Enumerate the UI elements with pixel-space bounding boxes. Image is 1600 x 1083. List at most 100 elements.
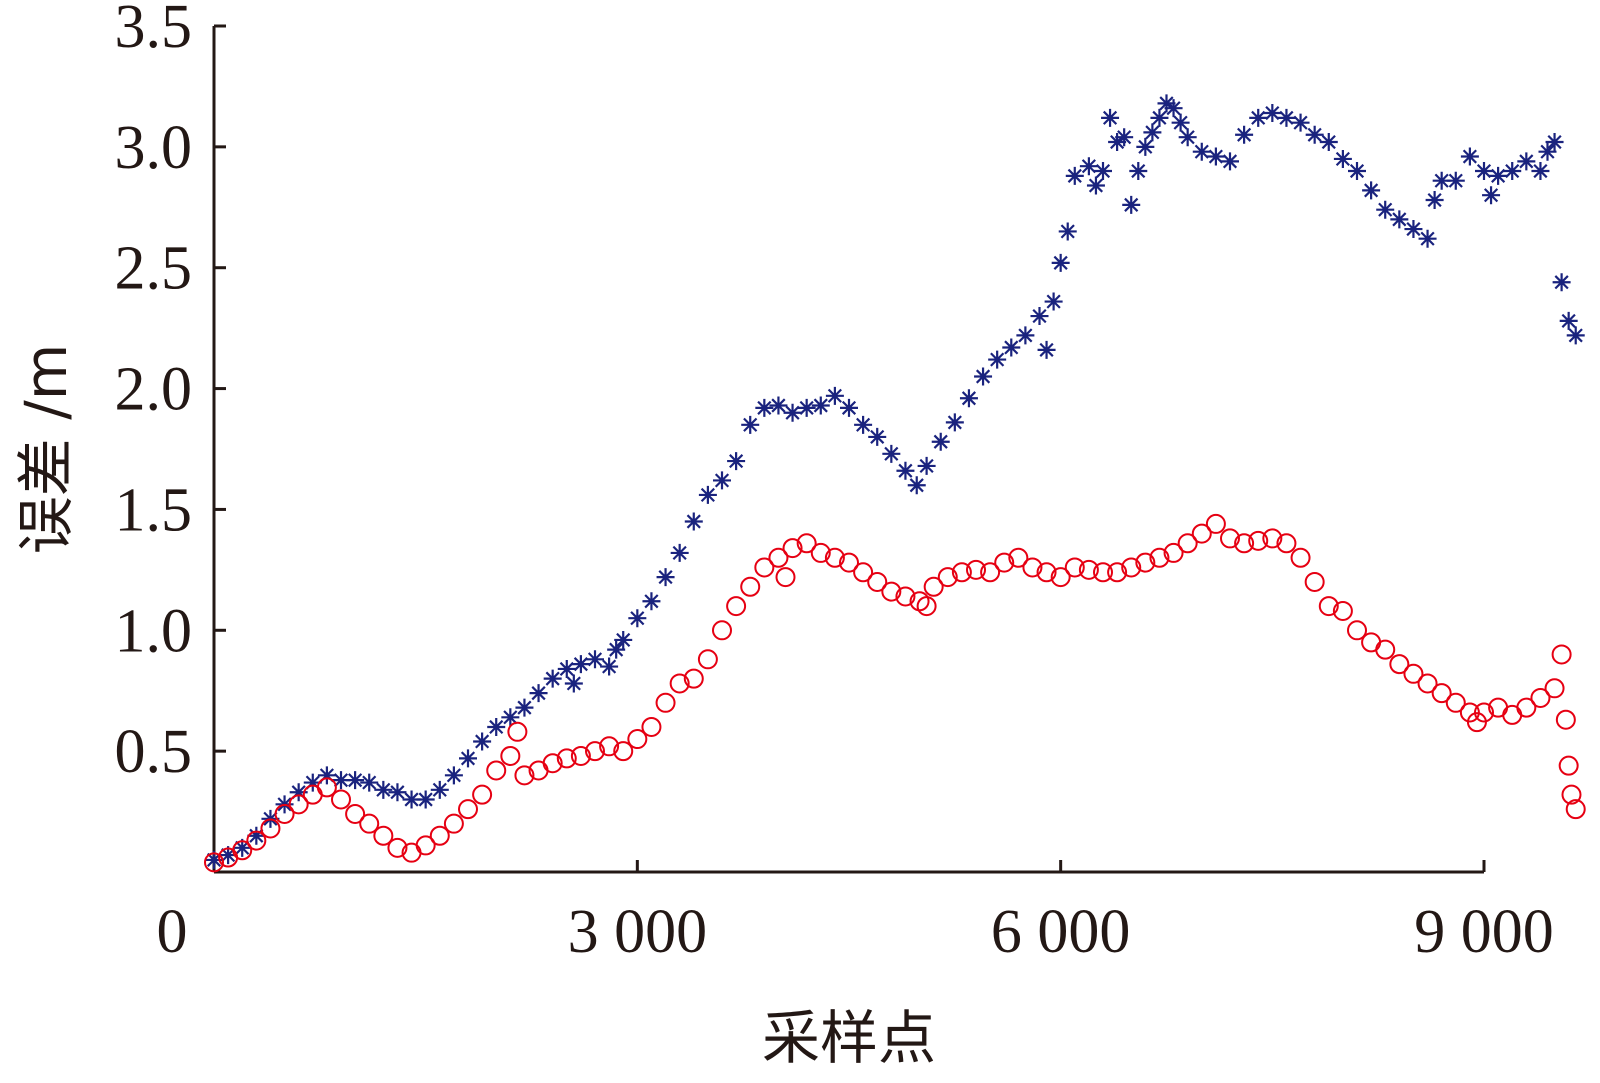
asterisk-point — [1482, 186, 1501, 205]
asterisk-point — [1016, 326, 1035, 345]
circle-point — [1417, 673, 1438, 694]
asterisk-point — [642, 592, 661, 611]
circle-point — [599, 736, 620, 757]
y-tick-label: 2.0 — [115, 356, 193, 424]
circle-point — [373, 825, 394, 846]
asterisk-point — [1157, 94, 1176, 113]
asterisk-point — [1115, 128, 1134, 147]
circle-point — [316, 777, 337, 798]
asterisk-point — [1058, 222, 1077, 241]
asterisk-point — [882, 444, 901, 463]
circle-point — [260, 818, 281, 839]
circle-point — [1389, 654, 1410, 675]
circle-point — [1078, 559, 1099, 580]
asterisk-point — [840, 398, 858, 417]
asterisk-point — [1079, 157, 1098, 176]
asterisk-point — [459, 749, 477, 768]
series-circle — [204, 513, 1586, 873]
asterisk-point — [1333, 149, 1352, 168]
asterisk-point — [907, 476, 926, 495]
circle-point — [387, 837, 408, 858]
asterisk-point — [402, 790, 421, 809]
axes — [212, 26, 1484, 874]
asterisk-point — [741, 415, 760, 434]
circle-point — [1262, 528, 1283, 549]
asterisk-point — [917, 456, 936, 475]
circle-point — [1022, 557, 1043, 578]
circle-point — [1036, 562, 1057, 583]
x-tick-label: 0 — [157, 898, 188, 966]
x-tick-label: 6 000 — [991, 898, 1131, 966]
x-axis-title: 采样点 — [762, 1004, 936, 1072]
circle-point — [1332, 600, 1353, 621]
asterisk-point — [571, 655, 590, 674]
circle-point — [1403, 663, 1424, 684]
asterisk-point — [1538, 142, 1557, 161]
asterisk-point — [346, 771, 365, 790]
asterisk-point — [564, 674, 583, 693]
asterisk-point — [374, 780, 393, 799]
asterisk-point — [1475, 162, 1493, 181]
circle-point — [1276, 533, 1297, 554]
asterisk-point — [416, 790, 435, 809]
asterisk-point — [388, 783, 407, 802]
circle-point — [980, 562, 1001, 583]
circle-point — [655, 692, 676, 713]
asterisk-point — [1249, 108, 1268, 127]
circle-point — [345, 803, 366, 824]
circle-point — [1121, 557, 1142, 578]
circle-point — [937, 567, 958, 588]
circle-point — [824, 547, 845, 568]
asterisk-point — [317, 766, 336, 785]
asterisk-point — [303, 773, 322, 792]
circle-point — [1544, 678, 1565, 699]
circle-point — [246, 830, 267, 851]
circle-point — [726, 596, 747, 617]
circle-point — [881, 581, 902, 602]
circle-point — [288, 794, 309, 815]
asterisk-point — [557, 659, 576, 678]
asterisk-point — [1362, 181, 1381, 200]
asterisk-point — [1206, 147, 1225, 166]
asterisk-point — [945, 413, 964, 432]
circle-point — [1008, 547, 1029, 568]
y-axis-title: 误差 /m — [12, 344, 80, 554]
circle-point — [1474, 702, 1494, 723]
asterisk-point — [444, 766, 463, 785]
asterisk-point — [896, 461, 915, 480]
asterisk-point — [931, 432, 950, 451]
circle-point — [274, 803, 295, 824]
asterisk-point — [628, 609, 647, 628]
asterisk-point — [1277, 108, 1296, 127]
asterisk-point — [959, 389, 978, 408]
asterisk-point — [783, 403, 802, 422]
asterisk-point — [1065, 166, 1084, 185]
asterisk-point — [1404, 220, 1423, 239]
circle-point — [429, 825, 450, 846]
circle-point — [1234, 533, 1255, 554]
circle-point — [1445, 692, 1466, 713]
asterisk-point — [797, 398, 816, 417]
asterisk-point — [1489, 166, 1508, 185]
circle-point — [641, 716, 662, 737]
asterisk-point — [1460, 147, 1479, 166]
asterisk-point — [698, 485, 717, 504]
asterisk-point — [1432, 171, 1451, 190]
circle-point — [627, 729, 648, 750]
asterisk-point — [1037, 340, 1056, 359]
asterisk-point — [430, 780, 449, 799]
circle-point — [782, 538, 803, 559]
asterisk-point — [1531, 162, 1550, 181]
asterisk-point — [1545, 133, 1564, 152]
asterisk-point — [1178, 128, 1197, 147]
asterisk-point — [1143, 123, 1162, 142]
asterisk-point — [543, 669, 562, 688]
asterisk-point — [1390, 210, 1409, 229]
circle-point — [1375, 639, 1396, 660]
asterisk-point — [755, 398, 774, 417]
asterisk-point — [1094, 162, 1112, 181]
circle-point — [1318, 596, 1339, 617]
circle-point — [1177, 533, 1198, 554]
circle-point — [754, 557, 775, 578]
asterisk-point — [1192, 142, 1211, 161]
